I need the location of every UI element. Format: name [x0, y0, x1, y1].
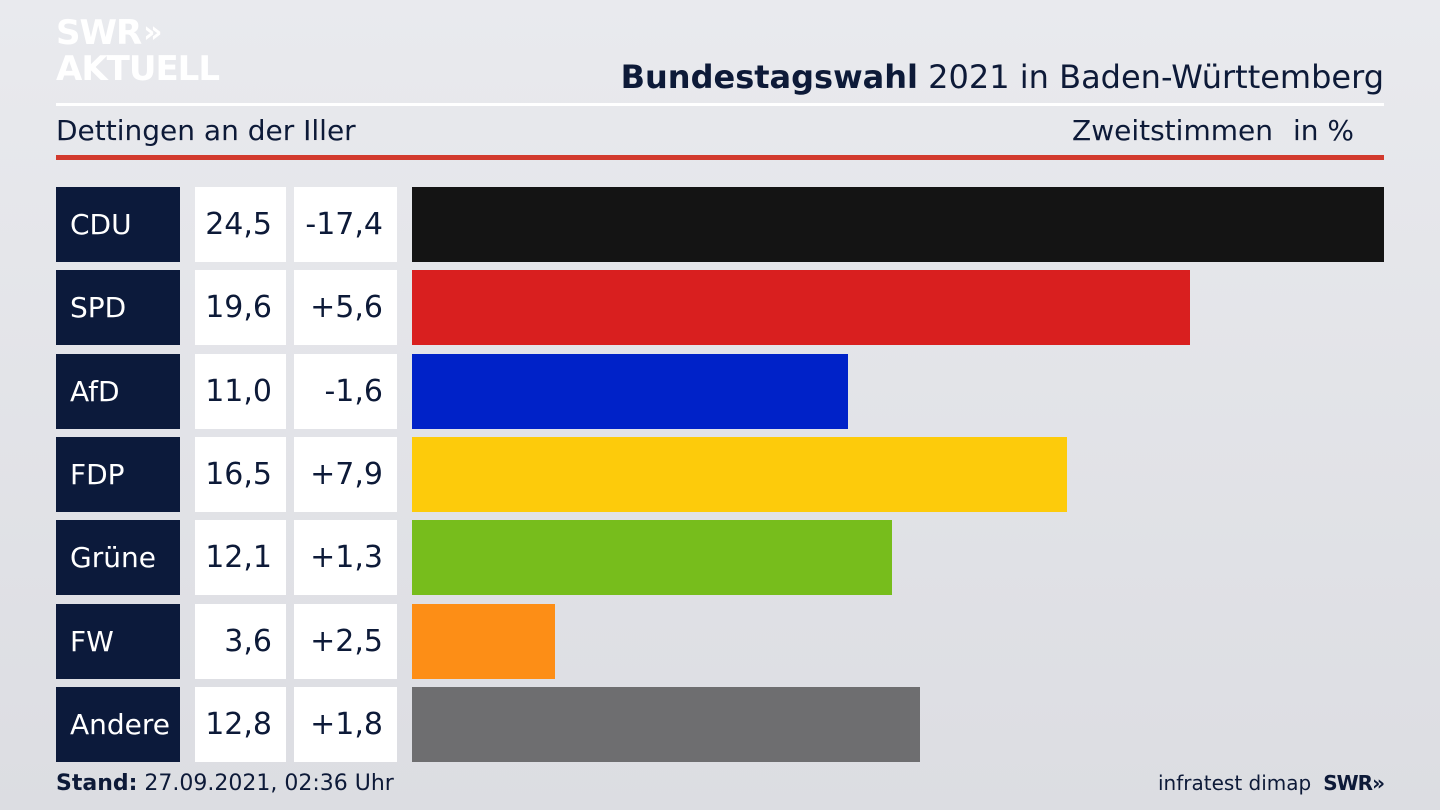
- chart-row: SPD 19,6 +5,6: [56, 270, 1384, 345]
- swr-aktuell-logo: SWR » AKTUELL: [56, 13, 220, 89]
- footer-swr-logo: SWR»: [1323, 771, 1385, 795]
- title-divider: [56, 103, 1384, 106]
- vote-share-value: 24,5: [195, 187, 286, 262]
- title-rest: 2021 in Baden-Württemberg: [917, 58, 1384, 96]
- footer-chevron-icon: »: [1372, 771, 1385, 795]
- footer-source: infratest dimap SWR»: [1158, 771, 1385, 795]
- logo-chevron-icon: »: [143, 15, 163, 50]
- bar-spd: [412, 270, 1190, 345]
- party-label: SPD: [56, 270, 180, 345]
- vote-change-value: -1,6: [294, 354, 397, 429]
- measure-text: Zweitstimmen: [1072, 114, 1273, 147]
- source-label: infratest dimap: [1158, 771, 1312, 795]
- footer-swr-text: SWR: [1323, 771, 1373, 795]
- bar-grüne: [412, 520, 893, 595]
- chart-row: FDP 16,5 +7,9: [56, 437, 1384, 512]
- chart-row: FW 3,6 +2,5: [56, 604, 1384, 679]
- party-label: Andere: [56, 687, 180, 762]
- title-bold: Bundestagswahl: [620, 58, 918, 96]
- chart-row: CDU 24,5 -17,4: [56, 187, 1384, 262]
- stand-label: Stand:: [56, 771, 138, 796]
- bar-track: [412, 270, 1384, 345]
- party-label: AfD: [56, 354, 180, 429]
- bar-track: [412, 604, 1384, 679]
- vote-change-value: +2,5: [294, 604, 397, 679]
- timestamp: Stand: 27.09.2021, 02:36 Uhr: [56, 771, 394, 796]
- bar-afd: [412, 354, 849, 429]
- vote-share-value: 19,6: [195, 270, 286, 345]
- accent-divider: [56, 155, 1384, 160]
- bar-track: [412, 354, 1384, 429]
- bar-fdp: [412, 437, 1067, 512]
- logo-aktuell-text: AKTUELL: [56, 49, 220, 89]
- logo-swr-text: SWR: [56, 13, 142, 53]
- bar-andere: [412, 687, 920, 762]
- party-label: FW: [56, 604, 180, 679]
- bar-track: [412, 520, 1384, 595]
- bar-track: [412, 437, 1384, 512]
- party-label: Grüne: [56, 520, 180, 595]
- stand-value: 27.09.2021, 02:36 Uhr: [137, 771, 394, 796]
- unit-text: in %: [1292, 114, 1354, 147]
- vote-share-value: 12,8: [195, 687, 286, 762]
- vote-change-value: +1,8: [294, 687, 397, 762]
- chart-row: Grüne 12,1 +1,3: [56, 520, 1384, 595]
- page-title: Bundestagswahl 2021 in Baden-Württemberg: [621, 58, 1384, 96]
- region-label: Dettingen an der Iller: [56, 114, 356, 147]
- measure-label: Zweitstimmen in %: [1072, 114, 1354, 147]
- vote-change-value: +5,6: [294, 270, 397, 345]
- bar-fw: [412, 604, 555, 679]
- chart-row: Andere 12,8 +1,8: [56, 687, 1384, 762]
- vote-share-value: 12,1: [195, 520, 286, 595]
- chart-row: AfD 11,0 -1,6: [56, 354, 1384, 429]
- vote-change-value: +7,9: [294, 437, 397, 512]
- vote-share-value: 11,0: [195, 354, 286, 429]
- vote-share-value: 16,5: [195, 437, 286, 512]
- bar-track: [412, 687, 1384, 762]
- bar-cdu: [412, 187, 1384, 262]
- vote-change-value: +1,3: [294, 520, 397, 595]
- party-label: FDP: [56, 437, 180, 512]
- vote-change-value: -17,4: [294, 187, 397, 262]
- vote-share-value: 3,6: [195, 604, 286, 679]
- party-label: CDU: [56, 187, 180, 262]
- bar-track: [412, 187, 1384, 262]
